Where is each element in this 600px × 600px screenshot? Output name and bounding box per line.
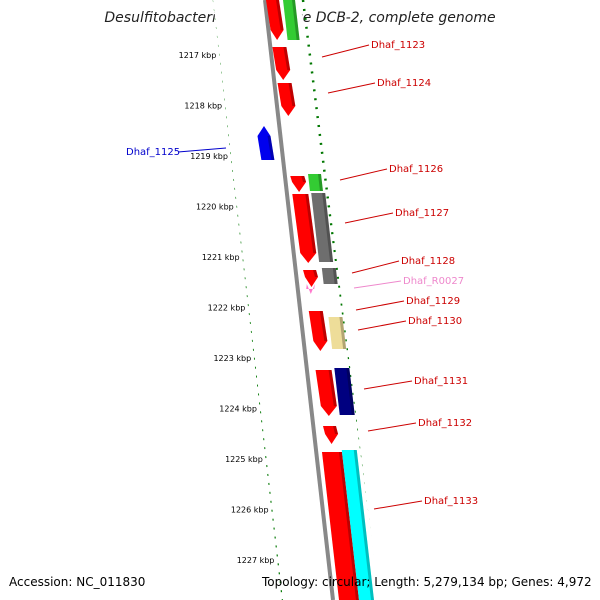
gene-label: Dhaf_R0027 bbox=[403, 276, 464, 287]
label-leader bbox=[355, 300, 405, 311]
gene-dhaf-r0027 bbox=[306, 284, 315, 294]
ruler-tick-label: 1217 kbp bbox=[179, 51, 217, 60]
gene-dhaf-1123 bbox=[272, 47, 291, 80]
gene-label: Dhaf_1128 bbox=[401, 256, 455, 267]
gene-label: Dhaf_1132 bbox=[418, 418, 472, 429]
gene-dhaf-1127 bbox=[311, 193, 334, 262]
gene-dhaf-1132-shade bbox=[332, 426, 339, 434]
gene-label: Dhaf_1126 bbox=[389, 164, 443, 175]
ruler-tick-label: 1220 kbp bbox=[196, 203, 234, 212]
label-leader bbox=[177, 147, 227, 153]
gene-dhaf-1132 bbox=[322, 426, 339, 444]
ruler-tick-label: 1223 kbp bbox=[213, 354, 251, 363]
gene-dhaf-1130 bbox=[328, 317, 347, 349]
gene-dhaf-1124 bbox=[277, 83, 296, 116]
gene-dhaf-1125 bbox=[257, 126, 275, 160]
label-leader bbox=[321, 44, 370, 58]
gene-dhaf-1131a-shade bbox=[328, 370, 337, 406]
ruler-tick-label: 1225 kbp bbox=[225, 455, 263, 464]
gene-label: Dhaf_1133 bbox=[424, 496, 478, 507]
ruler-tick-label: 1227 kbp bbox=[237, 556, 275, 565]
gene-label: Dhaf_1129 bbox=[406, 296, 460, 307]
gene-dhaf-1124-shade bbox=[288, 83, 296, 106]
ruler-tick-label: 1218 kbp bbox=[184, 102, 222, 111]
ruler-tick-label: 1221 kbp bbox=[202, 253, 240, 262]
gene-dhaf-1131-shade bbox=[346, 368, 355, 415]
gene-dhaf-1126a-shade bbox=[301, 176, 307, 182]
ruler-tick-label: 1222 kbp bbox=[208, 304, 246, 313]
band bbox=[213, 0, 380, 600]
backbone-line bbox=[263, 0, 335, 600]
gene-dhaf-1127a-shade bbox=[305, 194, 317, 253]
gene-tracks bbox=[213, 0, 380, 600]
gene-dhaf-1133-shade bbox=[353, 450, 374, 600]
gene-dhaf-1133 bbox=[341, 450, 374, 600]
gene-dhaf-1129 bbox=[308, 311, 328, 351]
gene-dhaf-1127-shade bbox=[322, 193, 334, 262]
gene-labels: Dhaf_1123 Dhaf_1124 Dhaf_1125 Dhaf_1126 Dhaf… bbox=[126, 40, 478, 510]
gene-dhaf-1131 bbox=[334, 368, 355, 415]
gene-label: Dhaf_1124 bbox=[377, 78, 431, 89]
gene-dhaf-1122-shade bbox=[276, 0, 284, 30]
ruler-tick-label: 1224 kbp bbox=[219, 405, 257, 414]
label-leader bbox=[357, 320, 407, 331]
gene-dhaf-1126a bbox=[290, 176, 307, 192]
label-leader bbox=[373, 500, 423, 510]
gene-label: Dhaf_1125 bbox=[126, 147, 180, 158]
gene-green-top-shade bbox=[292, 0, 300, 40]
gene-dhaf-1133a bbox=[321, 452, 359, 600]
gene-dhaf-1128b bbox=[321, 268, 338, 284]
gene-dhaf-1133a-shade bbox=[338, 452, 359, 600]
gene-dhaf-1125-shade bbox=[267, 136, 275, 160]
gene-green-top bbox=[283, 0, 300, 40]
accession-text: Accession: NC_011830 bbox=[9, 575, 146, 589]
label-leader bbox=[367, 422, 417, 432]
label-leader bbox=[339, 168, 388, 181]
ruler-line-right bbox=[301, 0, 380, 600]
label-leader bbox=[344, 212, 394, 224]
gene-dhaf-1128b-shade bbox=[332, 268, 338, 284]
gene-dhaf-1128 bbox=[303, 270, 319, 287]
gene-label: Dhaf_1131 bbox=[414, 376, 468, 387]
gene-label: Dhaf_1123 bbox=[371, 40, 425, 51]
gene-dhaf-1128-shade bbox=[313, 270, 319, 277]
gene-dhaf-1131a bbox=[315, 370, 337, 416]
gene-label: Dhaf_1130 bbox=[408, 316, 462, 327]
label-leader bbox=[353, 280, 402, 289]
ruler-tick-label: 1219 kbp bbox=[190, 152, 228, 161]
topology-text: Topology: circular; Length: 5,279,134 bp… bbox=[262, 575, 592, 589]
gene-dhaf-1126-shade bbox=[318, 174, 323, 191]
gene-dhaf-1127a bbox=[292, 194, 317, 263]
ruler-tick-label: 1226 kbp bbox=[231, 506, 269, 515]
label-leader bbox=[351, 260, 400, 274]
gene-dhaf-1123-shade bbox=[283, 47, 291, 70]
label-leader bbox=[327, 82, 376, 94]
gene-dhaf-1129-shade bbox=[319, 311, 328, 341]
gene-dhaf-1130-shade bbox=[339, 317, 347, 349]
gene-label: Dhaf_1127 bbox=[395, 208, 449, 219]
gene-dhaf-1122 bbox=[266, 0, 284, 40]
label-leader bbox=[363, 380, 413, 390]
gene-dhaf-1126 bbox=[308, 174, 323, 191]
